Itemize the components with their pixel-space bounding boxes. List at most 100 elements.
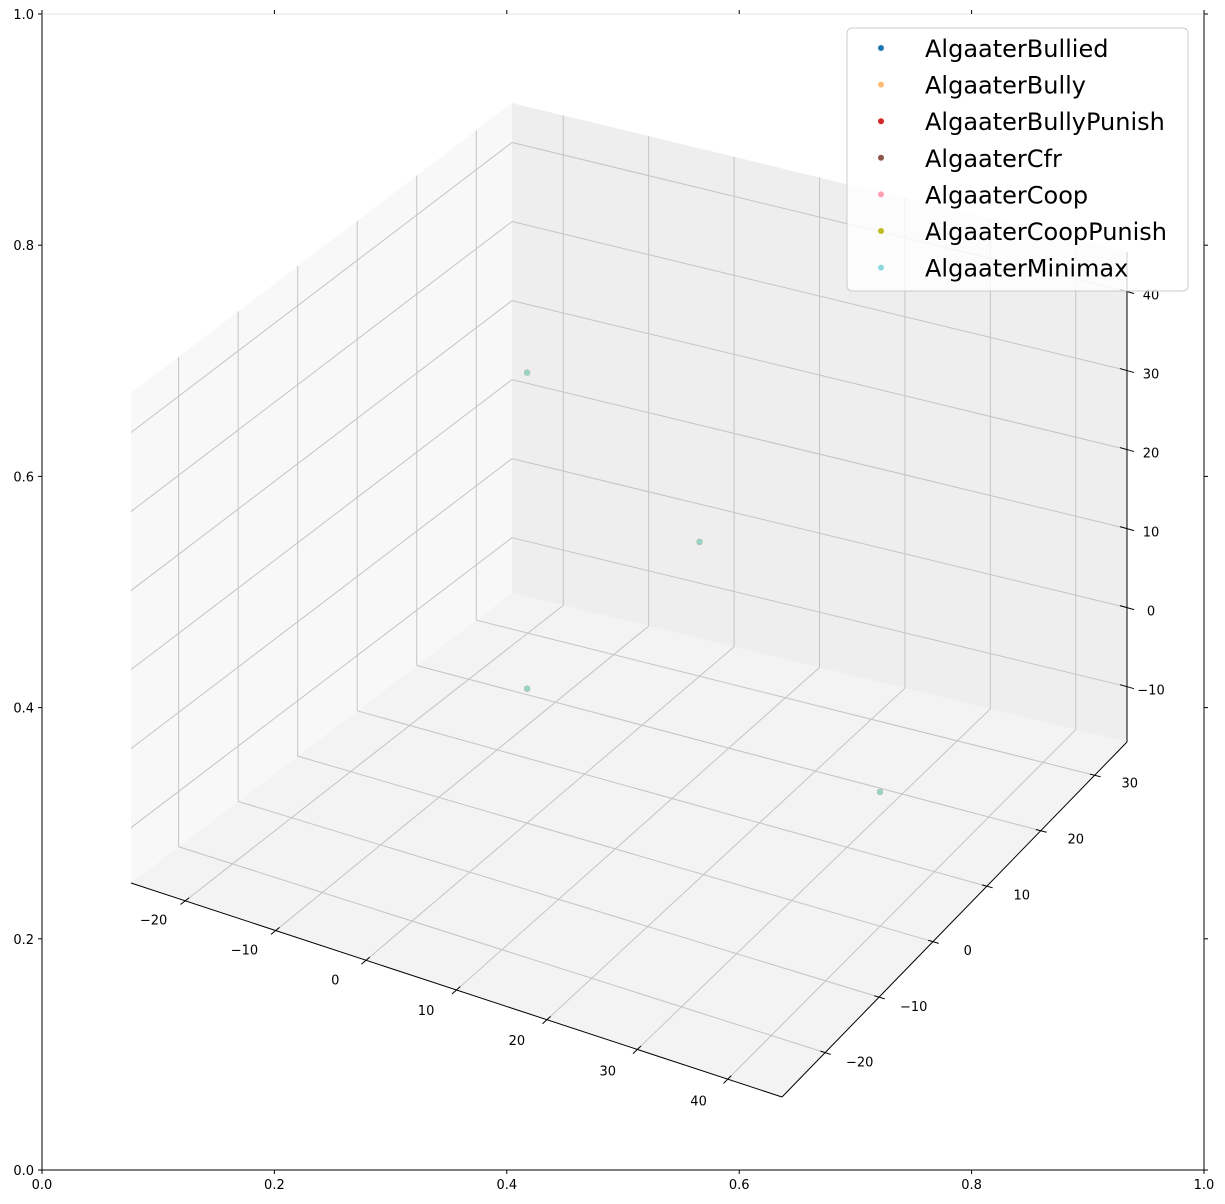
- grid-y-floor: [238, 800, 880, 998]
- grid-x-floor: [184, 605, 564, 902]
- grid-x-floor: [456, 667, 820, 991]
- outer-y-tick-label: 0.2: [13, 933, 34, 948]
- grid-z-left: [130, 300, 513, 591]
- legend-label: AlgaaterCfr: [925, 145, 1062, 173]
- y-tick-label: −10: [900, 1000, 927, 1015]
- legend-label: AlgaaterMinimax: [925, 255, 1128, 283]
- scatter-point: [877, 788, 883, 795]
- outer-x-tick-label: 0.8: [961, 1178, 982, 1193]
- grid-y-floor: [476, 619, 1095, 776]
- scatter-point: [524, 369, 531, 376]
- z-tick: [1119, 605, 1135, 611]
- legend-label: AlgaaterCoopPunish: [925, 218, 1167, 246]
- y-tick-label: 0: [964, 944, 972, 959]
- 3d-axes: −20 −10 0 10 20 30 40 −20 −10 0 10 20 30 −10 0 10 20 30 40: [130, 252, 1165, 1109]
- z-tick-label: 20: [1143, 447, 1160, 462]
- x-tick-label: 20: [509, 1034, 526, 1049]
- y-tick-label: 20: [1067, 832, 1084, 847]
- z-tick-label: 10: [1143, 526, 1160, 541]
- z-tick: [1119, 684, 1135, 690]
- legend-marker: [878, 154, 884, 161]
- x-tick: [542, 1015, 551, 1025]
- x-tick-label: 40: [690, 1094, 707, 1109]
- grid-x-floor: [727, 729, 1077, 1080]
- x-tick: [723, 1075, 732, 1084]
- x-tick-label: −10: [231, 944, 258, 959]
- outer-x-tick-label: 0.4: [496, 1178, 517, 1193]
- y-tick: [874, 995, 885, 1000]
- grid-y-floor: [357, 710, 987, 887]
- grid-x-floor: [365, 646, 735, 961]
- grid-y-floor: [297, 755, 934, 943]
- outer-x-tick-label: 0.0: [32, 1178, 53, 1193]
- x-tick-label: 10: [418, 1004, 435, 1019]
- 3d-gridlines: [130, 115, 1128, 1080]
- y-tick-label: 10: [1013, 888, 1030, 903]
- grid-z-left: [130, 142, 513, 433]
- legend-marker: [878, 118, 884, 125]
- floor-pane: [131, 593, 1127, 1097]
- grid-y-floor: [416, 665, 1041, 832]
- legend[interactable]: AlgaaterBullied AlgaaterBully AlgaaterBull…: [846, 27, 1189, 292]
- outer-axes: 0.0 0.2 0.4 0.6 0.8 1.0 0.0 0.2 0.4 0.6 0.8 1.0: [13, 8, 1214, 1193]
- legend-box: [846, 27, 1189, 292]
- outer-y-tick-label: 0.0: [13, 1164, 34, 1179]
- scatter-points: [524, 369, 883, 795]
- legend-marker: [878, 45, 884, 51]
- y-tick: [927, 939, 939, 944]
- x-tick: [361, 956, 371, 965]
- legend-marker: [878, 264, 884, 271]
- legend-marker: [878, 228, 884, 234]
- outer-y-tick-label: 0.4: [13, 702, 34, 717]
- x-tick-label: 30: [599, 1064, 616, 1079]
- z-tick: [1119, 526, 1135, 532]
- grid-z-back: [511, 300, 1128, 451]
- scatter-point: [696, 538, 703, 545]
- grid-x-floor: [275, 625, 649, 931]
- x-tick-label: −20: [140, 913, 167, 928]
- grid-z-left: [130, 458, 513, 750]
- z-tick-label: 40: [1143, 289, 1160, 304]
- y-tick: [1035, 828, 1047, 833]
- grid-z-left: [130, 379, 513, 671]
- x-tick: [180, 897, 190, 905]
- z-tick-label: 0: [1147, 605, 1155, 620]
- y-tick: [1089, 773, 1101, 778]
- legend-label: AlgaaterCoop: [925, 181, 1088, 209]
- scatter-point: [524, 685, 531, 692]
- outer-y-tick-label: 1.0: [13, 8, 34, 23]
- legend-label: AlgaaterBullyPunish: [925, 108, 1165, 136]
- x-tick: [451, 986, 461, 995]
- legend-label: AlgaaterBullied: [925, 35, 1108, 63]
- y-axis-line: [781, 741, 1128, 1098]
- grid-z-left: [130, 537, 513, 829]
- grid-z-back: [511, 221, 1128, 372]
- grid-z-left: [130, 221, 513, 512]
- grid-z-back: [511, 379, 1128, 530]
- grid-y-floor: [178, 846, 826, 1054]
- y-tick-label: 30: [1121, 777, 1138, 792]
- grid-z-back: [511, 537, 1128, 688]
- z-tick-label: 30: [1143, 368, 1160, 383]
- grid-x-floor: [636, 708, 991, 1050]
- y-tick: [820, 1050, 831, 1055]
- z-tick-label: −10: [1137, 684, 1164, 699]
- y-tick: [981, 884, 993, 889]
- outer-y-tick-label: 0.8: [13, 239, 34, 254]
- outer-x-tick-label: 1.0: [1194, 1178, 1215, 1193]
- legend-label: AlgaaterBully: [925, 72, 1086, 100]
- z-tick: [1119, 447, 1135, 453]
- outer-y-tick-label: 0.6: [13, 470, 34, 485]
- x-tick: [632, 1045, 642, 1054]
- legend-marker: [878, 191, 884, 198]
- legend-marker: [878, 81, 884, 88]
- x-tick: [270, 927, 280, 935]
- outer-x-tick-label: 0.6: [729, 1178, 750, 1193]
- outer-x-tick-label: 0.2: [264, 1178, 285, 1193]
- grid-z-back: [511, 458, 1128, 609]
- grid-x-floor: [546, 687, 906, 1021]
- y-tick-label: −20: [846, 1056, 873, 1071]
- z-tick: [1119, 368, 1135, 374]
- x-tick-label: 0: [331, 974, 339, 989]
